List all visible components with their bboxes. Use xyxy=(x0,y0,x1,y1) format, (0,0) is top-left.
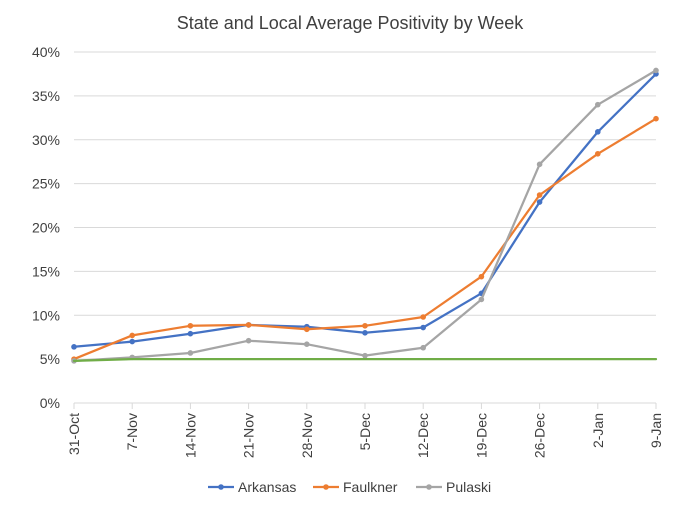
data-point xyxy=(536,199,543,205)
series-pulaski xyxy=(71,67,659,364)
y-tick-label: 25% xyxy=(32,176,60,192)
legend-item-faulkner: Faulkner xyxy=(313,479,398,495)
x-tick-label: 9-Jan xyxy=(648,413,664,448)
x-tick-label: 5-Dec xyxy=(357,413,373,450)
data-point xyxy=(362,322,368,329)
chart-title: State and Local Average Positivity by We… xyxy=(177,13,525,33)
legend-label: Pulaski xyxy=(446,479,491,495)
data-point xyxy=(187,322,194,329)
data-point xyxy=(595,101,601,108)
data-point xyxy=(245,322,252,328)
y-axis-tick-labels: 0% 5% 10% 15% 20% 25% 30% 35% 40% xyxy=(32,44,60,411)
y-tick-label: 5% xyxy=(40,351,60,367)
series-faulkner xyxy=(71,115,659,362)
data-point xyxy=(304,341,310,348)
data-point xyxy=(478,273,485,280)
x-tick-label: 21-Nov xyxy=(241,413,257,458)
x-tick-label: 28-Nov xyxy=(299,413,315,458)
data-point xyxy=(653,115,659,122)
x-tick-label: 14-Nov xyxy=(182,413,198,458)
data-point xyxy=(420,324,427,331)
x-axis xyxy=(73,402,657,409)
series-line xyxy=(72,72,658,348)
series-line xyxy=(72,69,658,363)
y-tick-label: 10% xyxy=(32,307,60,323)
data-point xyxy=(536,161,543,168)
x-tick-label: 12-Dec xyxy=(415,413,431,458)
reference-line-path xyxy=(72,357,658,363)
legend-label: Arkansas xyxy=(238,479,296,495)
legend-marker xyxy=(218,484,224,490)
y-tick-label: 35% xyxy=(32,88,60,104)
legend-item-arkansas: Arkansas xyxy=(208,479,296,495)
x-tick-label: 31-Oct xyxy=(66,413,82,455)
data-point xyxy=(362,352,368,359)
data-point xyxy=(129,338,135,345)
gridlines xyxy=(74,51,656,360)
data-point xyxy=(420,344,427,351)
series-layer xyxy=(71,67,659,364)
data-point xyxy=(245,337,252,344)
data-point xyxy=(362,330,368,336)
data-point xyxy=(653,67,659,74)
x-tick-label: 2-Jan xyxy=(590,413,606,448)
y-tick-label: 20% xyxy=(32,220,60,236)
data-point xyxy=(595,150,601,157)
x-tick-label: 19-Dec xyxy=(473,413,489,458)
data-point xyxy=(71,344,77,350)
series-arkansas xyxy=(71,71,659,350)
data-point xyxy=(595,129,601,135)
legend-label: Faulkner xyxy=(343,479,398,495)
data-point xyxy=(536,192,543,198)
y-tick-label: 0% xyxy=(40,395,60,411)
legend-marker xyxy=(426,484,432,490)
reference-line xyxy=(72,357,658,363)
data-point xyxy=(420,314,427,320)
legend-item-pulaski: Pulaski xyxy=(416,479,491,495)
y-tick-label: 15% xyxy=(32,263,60,279)
x-tick-label: 7-Nov xyxy=(124,413,140,450)
data-point xyxy=(187,350,194,356)
legend-marker xyxy=(323,484,329,490)
x-axis-tick-labels: 31-Oct 7-Nov 14-Nov 21-Nov 28-Nov 5-Dec 12-Dec… xyxy=(66,413,664,458)
data-point xyxy=(304,326,310,333)
y-tick-label: 40% xyxy=(32,44,60,60)
y-tick-label: 30% xyxy=(32,132,60,148)
x-tick-label: 26-Dec xyxy=(532,413,548,458)
data-point xyxy=(478,296,485,303)
data-point xyxy=(129,332,135,339)
legend: Arkansas Faulkner Pulaski xyxy=(208,479,491,495)
data-point xyxy=(187,330,194,337)
